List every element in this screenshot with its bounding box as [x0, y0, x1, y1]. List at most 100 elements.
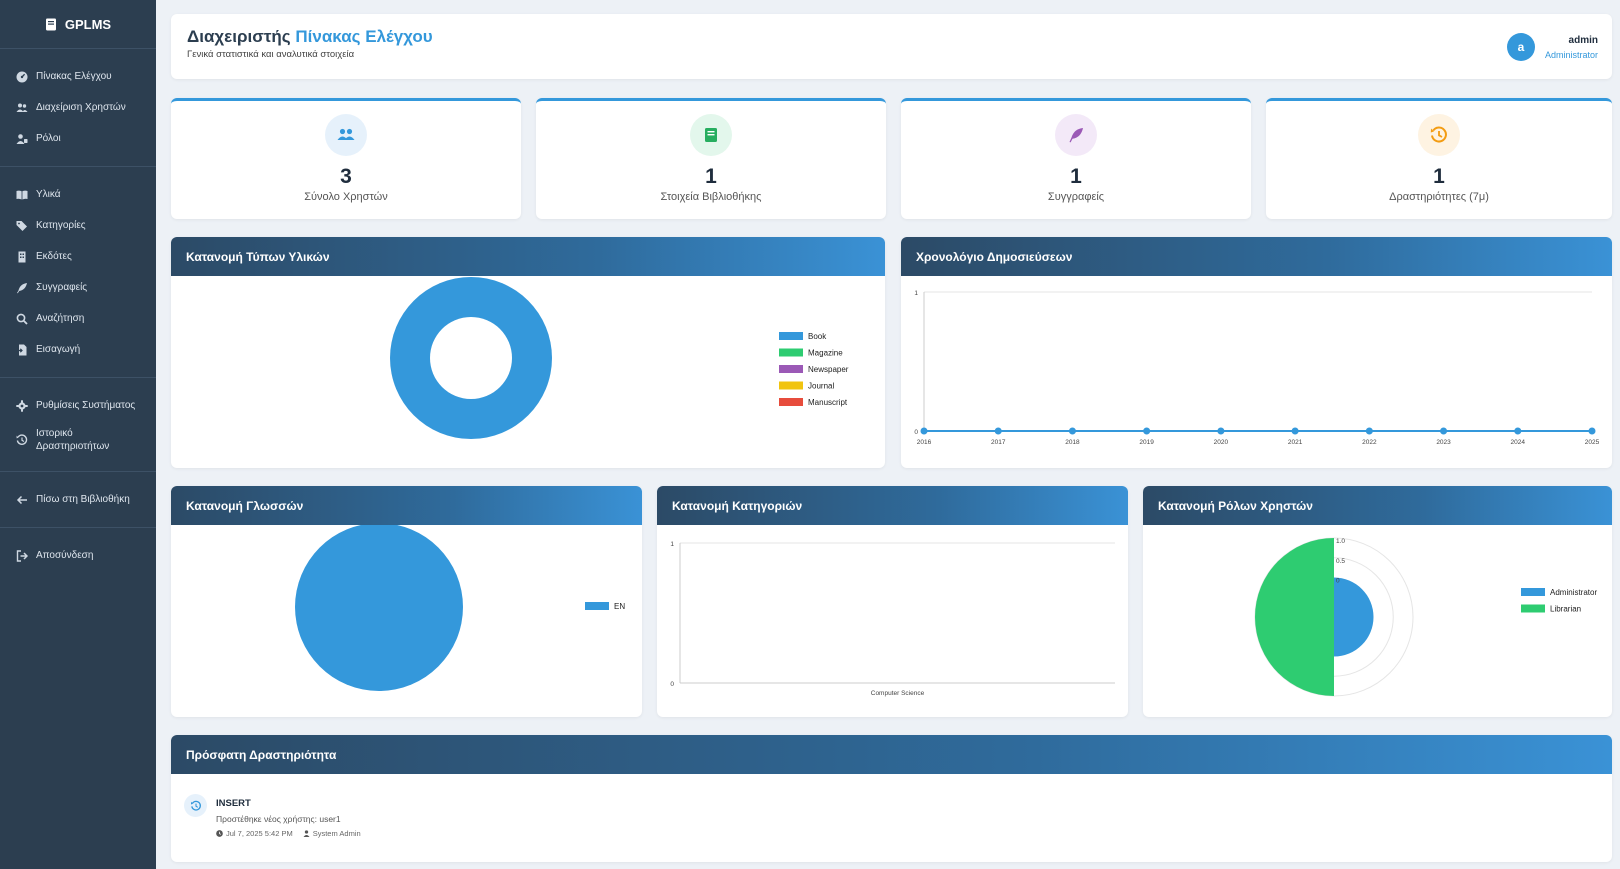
chart-material-types: Book Magazine Newspaper Journal Manuscript	[390, 277, 849, 439]
legend-label-journal: Journal	[808, 382, 834, 391]
stat-value: 1	[705, 165, 717, 188]
page-title: Διαχειριστής Πίνακας Ελέγχου	[187, 27, 433, 47]
panel-recent-activity: Πρόσφατη Δραστηριότητα INSERT Προστέθηκε…	[171, 735, 1612, 862]
legend-swatch-magazine	[779, 348, 803, 357]
stat-label: Συγγραφείς	[1047, 191, 1105, 203]
y-tick-label: 0	[670, 681, 674, 688]
users-icon	[16, 102, 28, 114]
y-tick-label: 0	[914, 429, 918, 436]
user-role: Administrator	[1544, 49, 1598, 60]
avatar[interactable]: a	[1506, 33, 1535, 61]
sidebar-item-back-library[interactable]: Πίσω στη Βιβλιοθήκη	[0, 484, 156, 515]
polar-slice-librarian	[1255, 538, 1334, 696]
legend-swatch-newspaper	[779, 365, 803, 373]
legend-label-book: Book	[808, 332, 827, 341]
brand[interactable]: GPLMS	[0, 0, 156, 49]
stat-value: 1	[1433, 165, 1445, 188]
sidebar-item-authors[interactable]: Συγγραφείς	[0, 272, 156, 303]
x-tick-label: 2021	[1288, 439, 1303, 446]
activity-time: Jul 7, 2025 5:42 PM	[226, 829, 293, 838]
activity-type: INSERT	[216, 798, 251, 809]
user-name: admin	[1568, 34, 1598, 46]
sidebar-item-publishers[interactable]: Εκδότες	[0, 241, 156, 272]
stat-label: Στοιχεία Βιβλιοθήκης	[660, 191, 762, 203]
x-tick-label: 2019	[1139, 439, 1154, 446]
x-tick-label: 2025	[1585, 439, 1600, 446]
users-icon	[337, 128, 355, 140]
search-icon	[16, 313, 28, 325]
stat-card-authors: 1 Συγγραφείς	[901, 98, 1251, 219]
data-point-2023	[1440, 427, 1448, 435]
sidebar-item-materials[interactable]: Υλικά	[0, 179, 156, 210]
brand-name: GPLMS	[64, 16, 112, 32]
sidebar-item-settings[interactable]: Ρυθμίσεις Συστήματος	[0, 390, 156, 421]
title-prefix: Διαχειριστής	[187, 27, 291, 46]
book-icon	[45, 18, 56, 30]
panel-title: Κατανομή Γλωσσών	[171, 486, 642, 525]
panel-title: Πρόσφατη Δραστηριότητα	[171, 735, 1612, 774]
sidebar-item-users[interactable]: Διαχείριση Χρηστών	[0, 92, 156, 123]
clock-icon	[216, 830, 223, 837]
sidebar-item-label: Πίσω στη Βιβλιοθήκη	[36, 494, 130, 505]
stat-value: 3	[340, 165, 352, 188]
sidebar-item-search[interactable]: Αναζήτηση	[0, 303, 156, 334]
chart-languages: EN	[295, 525, 625, 691]
x-tick-label: 2022	[1362, 439, 1377, 446]
x-tick-label: 2017	[991, 439, 1006, 446]
history-icon	[190, 800, 201, 811]
sidebar-item-label: Αναζήτηση	[36, 313, 85, 324]
sidebar-item-import[interactable]: Εισαγωγή	[0, 334, 156, 365]
legend-label-manuscript: Manuscript	[808, 398, 848, 407]
legend-label-magazine: Magazine	[808, 349, 843, 358]
sidebar-item-label: Ιστορικό Δραστηριοτήτων	[36, 427, 110, 453]
panel-categories: Κατανομή Κατηγοριών 1 0 Computer Science	[657, 486, 1128, 717]
legend-swatch-librarian	[1521, 604, 1545, 613]
stat-value: 1	[1070, 165, 1082, 188]
x-tick-label: 2020	[1214, 439, 1229, 446]
legend-label-en: EN	[614, 602, 625, 611]
sidebar-item-categories[interactable]: Κατηγορίες	[0, 210, 156, 241]
polar-tick-label: 0	[1336, 578, 1340, 585]
page-header: Διαχειριστής Πίνακας Ελέγχου Γενικά στατ…	[171, 14, 1612, 79]
history-icon	[1430, 126, 1447, 143]
legend-swatch-journal	[779, 381, 803, 390]
sidebar: GPLMS Πίνακας Ελέγχου Διαχείριση Χρηστών…	[0, 0, 156, 869]
polar-tick-label: 1.0	[1336, 538, 1345, 545]
legend-label-administrator: Administrator	[1550, 588, 1597, 597]
data-point-2021	[1291, 427, 1299, 435]
y-tick-label: 1	[914, 290, 918, 297]
legend-swatch-en	[585, 602, 609, 610]
tags-icon	[16, 220, 28, 232]
sidebar-item-logout[interactable]: Αποσύνδεση	[0, 540, 156, 571]
panel-title: Κατανομή Τύπων Υλικών	[171, 237, 885, 276]
user-icon	[303, 830, 310, 837]
data-point-2024	[1514, 427, 1522, 435]
user-menu[interactable]: a admin Administrator	[1506, 33, 1598, 61]
legend-swatch-manuscript	[779, 398, 803, 406]
panel-languages: Κατανομή Γλωσσών EN	[171, 486, 642, 717]
data-point-2020	[1217, 427, 1225, 435]
legend-label-librarian: Librarian	[1550, 605, 1581, 614]
activity-icon-circle	[184, 794, 207, 817]
donut-hole	[430, 317, 512, 399]
chart-categories: 1 0 Computer Science	[670, 541, 1115, 697]
x-tick-label: 2023	[1436, 439, 1451, 446]
activity-description: Προστέθηκε νέος χρήστης: user1	[216, 814, 341, 824]
sign-out-icon	[16, 549, 28, 562]
stat-label: Σύνολο Χρηστών	[304, 191, 388, 203]
stat-card-users: 3 Σύνολο Χρηστών	[171, 98, 521, 219]
sidebar-item-label: Υλικά	[36, 189, 61, 200]
book-icon	[705, 128, 717, 142]
sidebar-item-roles[interactable]: Ρόλοι	[0, 123, 156, 154]
sidebar-item-label: Αποσύνδεση	[36, 550, 94, 561]
stat-card-activities: 1 Δραστηριότητες (7μ)	[1266, 98, 1612, 219]
page-subtitle: Γενικά στατιστικά και αναλυτικά στοιχεία	[187, 49, 355, 60]
sidebar-item-label: Εισαγωγή	[36, 344, 81, 355]
sidebar-item-label: Κατηγορίες	[36, 220, 86, 231]
user-tag-icon	[16, 133, 28, 145]
x-tick-label: 2024	[1511, 439, 1526, 446]
stat-icon-circle	[325, 114, 367, 156]
gear-icon	[16, 399, 28, 412]
sidebar-item-history[interactable]: Ιστορικό Δραστηριοτήτων	[0, 421, 156, 459]
sidebar-item-dashboard[interactable]: Πίνακας Ελέγχου	[0, 61, 156, 92]
